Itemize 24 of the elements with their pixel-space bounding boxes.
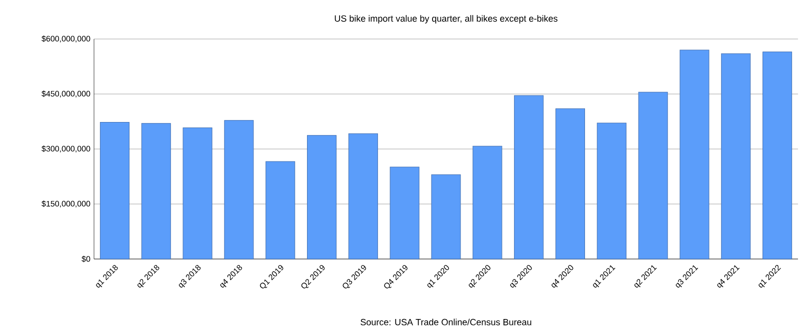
source-note: Source: USA Trade Online/Census Bureau	[360, 318, 532, 326]
bar	[100, 122, 130, 260]
bar	[472, 146, 502, 260]
y-tick-label: $0	[82, 256, 90, 262]
bar	[596, 122, 626, 260]
bar	[266, 161, 296, 260]
bar	[348, 133, 378, 260]
bar	[638, 92, 668, 260]
y-tick-label: $450,000,000	[42, 90, 90, 98]
bar	[182, 127, 212, 260]
bar	[431, 174, 461, 260]
y-tick-label: $300,000,000	[42, 146, 90, 152]
bar	[721, 53, 751, 260]
bar	[514, 95, 544, 260]
bar	[390, 166, 420, 260]
bar	[224, 120, 254, 260]
bar	[762, 52, 792, 260]
bar	[307, 135, 337, 260]
chart-title: US bike import value by quarter, all bikes except e-bikes	[334, 15, 558, 24]
y-tick-label: $600,000,000	[42, 36, 90, 42]
bar	[141, 123, 171, 260]
y-tick-label: $150,000,000	[42, 200, 90, 208]
bar	[680, 50, 710, 260]
bar	[555, 108, 585, 260]
